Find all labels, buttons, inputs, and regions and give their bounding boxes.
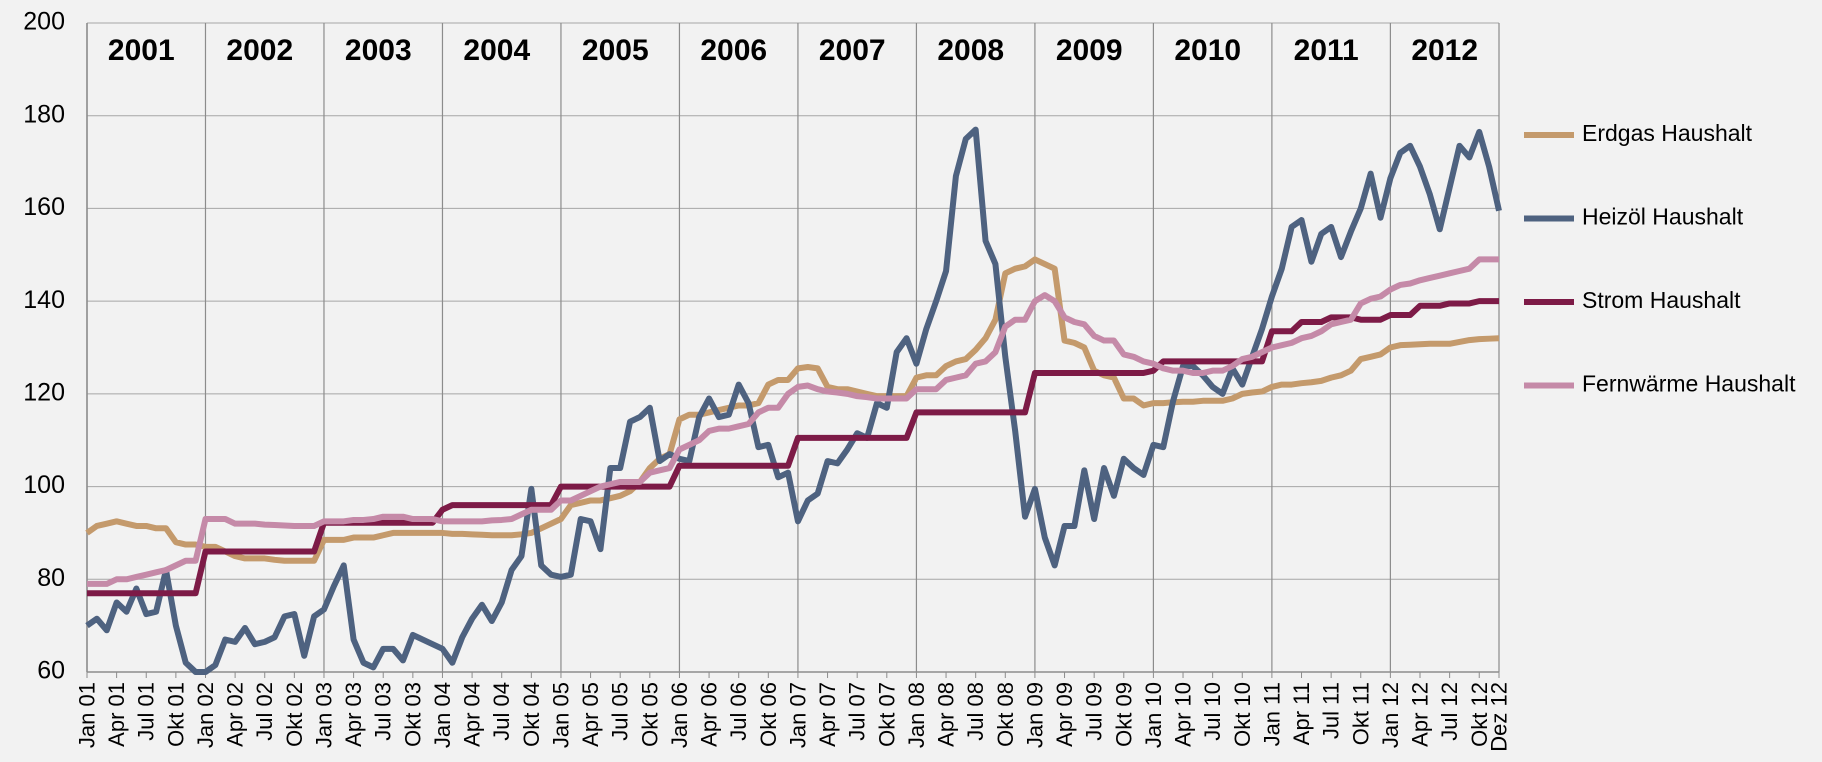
x-tick-label: Jul 05 xyxy=(608,682,633,741)
x-tick-label: Apr 03 xyxy=(341,682,366,747)
series-line xyxy=(87,256,1499,587)
year-label: 2010 xyxy=(1174,34,1241,67)
y-tick-label: 80 xyxy=(37,564,65,592)
x-tick-label: Okt 09 xyxy=(1111,682,1136,747)
y-tick-label: 60 xyxy=(37,657,65,685)
x-tick-label: Jan 07 xyxy=(785,682,810,748)
x-tick-label: Okt 08 xyxy=(993,682,1018,747)
x-tick-label: Apr 05 xyxy=(578,682,603,747)
x-tick-label: Jul 03 xyxy=(371,682,396,741)
year-label: 2005 xyxy=(582,34,649,67)
x-tick-label: Apr 11 xyxy=(1289,682,1314,745)
series-line xyxy=(85,256,1500,564)
year-label: 2006 xyxy=(700,34,767,67)
x-tick-label: Jan 09 xyxy=(1022,682,1047,748)
x-tick-label: Jul 10 xyxy=(1200,682,1225,741)
x-tick-label: Jul 02 xyxy=(252,682,277,741)
x-tick-label: Okt 07 xyxy=(874,682,899,747)
legend-label: Strom Haushalt xyxy=(1582,287,1741,313)
x-tick-label: Jul 06 xyxy=(726,682,751,741)
x-tick-label: Jul 01 xyxy=(134,682,159,741)
x-tick-label: Apr 02 xyxy=(223,682,248,747)
year-label: 2009 xyxy=(1056,34,1123,67)
x-tick-label: Apr 07 xyxy=(815,682,840,747)
x-tick-label: Apr 04 xyxy=(460,682,485,747)
x-tick-label: Jul 04 xyxy=(489,682,514,741)
x-tick-label: Okt 04 xyxy=(519,682,544,747)
x-tick-label: Jan 02 xyxy=(193,682,218,748)
x-tick-label: Jul 08 xyxy=(963,682,988,741)
legend-label: Heizöl Haushalt xyxy=(1582,204,1744,230)
x-tick-label: Dez 12 xyxy=(1487,682,1512,752)
x-tick-label: Jan 10 xyxy=(1141,682,1166,748)
y-tick-label: 120 xyxy=(23,378,65,406)
year-label: 2001 xyxy=(108,34,175,67)
x-tick-label: Okt 02 xyxy=(282,682,307,747)
year-label: 2004 xyxy=(463,34,530,67)
legend-label: Fernwärme Haushalt xyxy=(1582,371,1796,397)
x-tick-label: Jul 12 xyxy=(1437,682,1462,741)
year-label: 2008 xyxy=(937,34,1004,67)
x-tick-label: Jul 11 xyxy=(1319,682,1344,739)
y-tick-label: 160 xyxy=(23,193,65,221)
x-tick-label: Okt 05 xyxy=(637,682,662,747)
x-tick-label: Apr 01 xyxy=(104,682,129,747)
x-tick-label: Jan 01 xyxy=(75,682,100,748)
x-tick-label: Okt 03 xyxy=(400,682,425,747)
year-label: 2011 xyxy=(1294,34,1359,67)
year-label: 2012 xyxy=(1411,34,1478,67)
x-tick-label: Okt 10 xyxy=(1230,682,1255,747)
x-tick-label: Apr 12 xyxy=(1408,682,1433,747)
x-tick-label: Apr 09 xyxy=(1052,682,1077,747)
legend-label: Erdgas Haushalt xyxy=(1582,120,1753,146)
x-tick-label: Okt 01 xyxy=(163,682,188,747)
x-tick-label: Jan 08 xyxy=(904,682,929,748)
x-tick-label: Apr 10 xyxy=(1171,682,1196,747)
x-tick-label: Jan 11 xyxy=(1259,682,1284,746)
x-tick-label: Jan 04 xyxy=(430,682,455,748)
x-tick-label: Jan 12 xyxy=(1378,682,1403,748)
year-label: 2003 xyxy=(345,34,412,67)
x-tick-label: Okt 06 xyxy=(756,682,781,747)
x-tick-label: Jan 06 xyxy=(667,682,692,748)
x-tick-label: Okt 12 xyxy=(1467,682,1492,747)
y-tick-label: 180 xyxy=(23,100,65,128)
x-tick-label: Apr 08 xyxy=(934,682,959,747)
y-tick-label: 140 xyxy=(23,286,65,314)
x-tick-label: Jul 07 xyxy=(845,682,870,741)
y-tick-label: 100 xyxy=(23,471,65,499)
x-tick-label: Jul 09 xyxy=(1082,682,1107,741)
series-line xyxy=(85,126,1502,675)
y-tick-label: 200 xyxy=(23,8,65,36)
series-line xyxy=(87,298,1499,597)
year-label: 2002 xyxy=(226,34,293,67)
x-tick-label: Jan 03 xyxy=(311,682,336,748)
x-tick-label: Apr 06 xyxy=(697,682,722,747)
year-label: 2007 xyxy=(819,34,886,67)
x-tick-label: Okt 11 xyxy=(1348,682,1373,745)
x-tick-label: Jan 05 xyxy=(548,682,573,748)
